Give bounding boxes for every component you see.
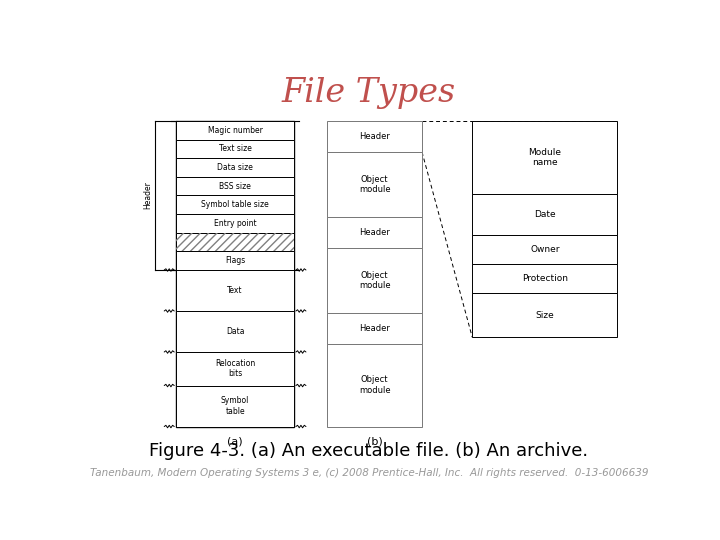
Text: Header: Header — [143, 181, 153, 210]
Bar — [176, 139, 294, 158]
Text: Data size: Data size — [217, 163, 253, 172]
Bar — [176, 233, 294, 252]
Text: Symbol table size: Symbol table size — [201, 200, 269, 210]
Text: Date: Date — [534, 210, 556, 219]
Bar — [327, 343, 422, 427]
Bar — [176, 195, 294, 214]
Bar — [472, 293, 617, 337]
Text: Header: Header — [359, 132, 390, 141]
Bar — [472, 264, 617, 293]
Bar — [176, 311, 294, 352]
Bar — [176, 158, 294, 177]
Text: Owner: Owner — [530, 245, 559, 254]
Text: Flags: Flags — [225, 256, 246, 265]
Text: (b): (b) — [366, 437, 382, 447]
Bar — [176, 252, 294, 270]
Text: Entry point: Entry point — [214, 219, 256, 228]
Text: Data: Data — [226, 327, 244, 336]
Bar — [327, 152, 422, 217]
Text: Module
name: Module name — [528, 148, 562, 167]
Bar — [176, 121, 294, 139]
Text: Figure 4-3. (a) An executable file. (b) An archive.: Figure 4-3. (a) An executable file. (b) … — [150, 442, 588, 460]
Bar — [176, 121, 294, 427]
Text: Object
module: Object module — [359, 271, 390, 290]
Bar — [472, 235, 617, 264]
Bar — [327, 313, 422, 343]
Bar — [176, 177, 294, 195]
Bar — [472, 194, 617, 235]
Bar — [327, 217, 422, 248]
Bar — [327, 121, 422, 152]
Text: Object
module: Object module — [359, 375, 390, 395]
Bar — [176, 214, 294, 233]
Bar — [327, 248, 422, 313]
Text: Header: Header — [359, 323, 390, 333]
Text: Object
module: Object module — [359, 174, 390, 194]
Text: Tanenbaum, Modern Operating Systems 3 e, (c) 2008 Prentice-Hall, Inc.  All right: Tanenbaum, Modern Operating Systems 3 e,… — [90, 468, 648, 478]
Bar — [176, 352, 294, 386]
Text: Text size: Text size — [219, 144, 251, 153]
Text: Text: Text — [228, 286, 243, 295]
Text: Relocation
bits: Relocation bits — [215, 359, 255, 379]
Bar — [176, 233, 294, 252]
Text: File Types: File Types — [282, 77, 456, 109]
Bar — [472, 121, 617, 194]
Text: Magic number: Magic number — [207, 126, 263, 135]
Text: Header: Header — [359, 228, 390, 237]
Bar — [176, 270, 294, 311]
Text: Protection: Protection — [522, 274, 568, 283]
Bar — [176, 386, 294, 427]
Text: Symbol
table: Symbol table — [221, 396, 249, 416]
Text: (a): (a) — [228, 437, 243, 447]
Text: Size: Size — [536, 310, 554, 320]
Text: BSS size: BSS size — [219, 181, 251, 191]
